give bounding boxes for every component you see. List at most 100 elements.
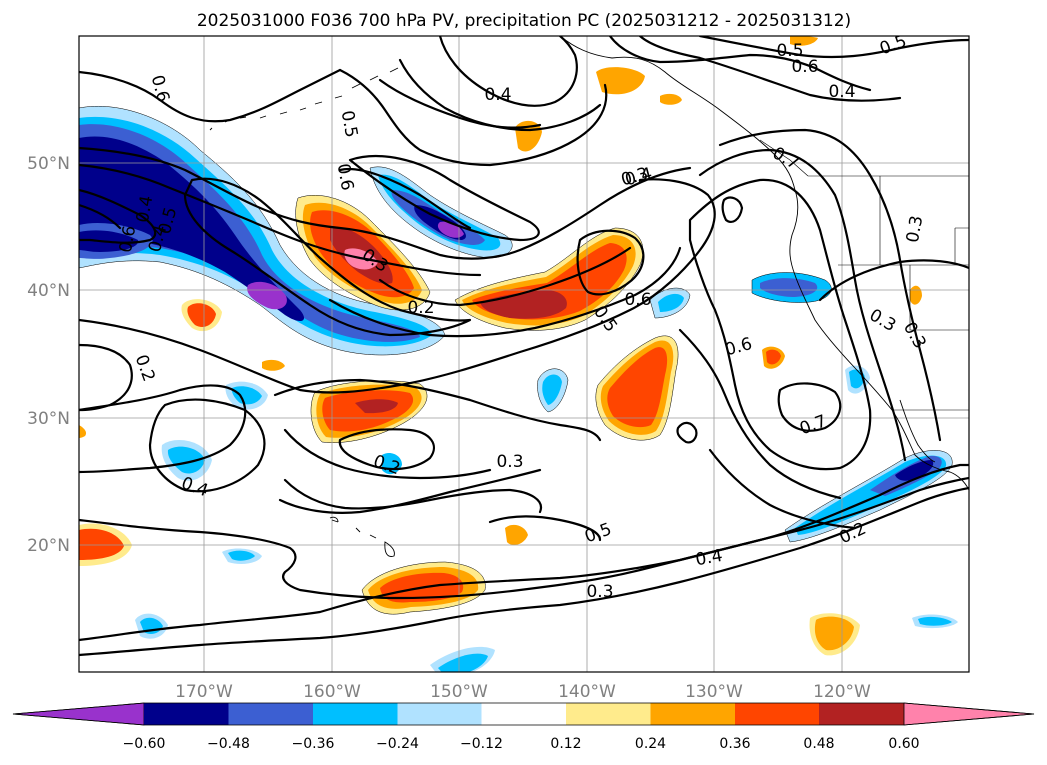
lon-label: 120°W <box>813 682 871 702</box>
contour-07-e <box>777 382 842 432</box>
contour-03-ne <box>818 259 969 302</box>
lon-label: 130°W <box>685 682 743 702</box>
contour-label: 0.6 <box>116 224 140 254</box>
colorbar-extend-high <box>903 702 1035 726</box>
pos-blob-80 <box>79 425 87 438</box>
colorbar-tick-label: 0.48 <box>803 736 834 752</box>
contour-02-main <box>79 343 133 412</box>
lat-label: 50°N <box>27 154 70 174</box>
contour-03-south-band <box>79 476 969 642</box>
contour-03-north <box>398 58 602 132</box>
pos-blob-915 <box>910 285 922 305</box>
pos-blob-610n <box>596 67 645 95</box>
contour-05-inner <box>79 203 122 230</box>
contour-06-e <box>688 178 872 471</box>
colorbar-tick-label: 0.24 <box>635 736 666 752</box>
contour-ring-690 <box>676 421 698 444</box>
pos-blob-top <box>790 36 818 46</box>
colorbar-bin <box>650 703 735 725</box>
colorbar-tick-label: −0.12 <box>460 736 503 752</box>
contour-ring-ctr <box>576 229 645 296</box>
contour-04-top <box>638 36 902 102</box>
colorbar-tick-label: −0.36 <box>292 736 335 752</box>
contour-02-mid <box>283 428 492 480</box>
colorbar-tick-label: −0.60 <box>123 736 166 752</box>
longitude-labels: 170°W 160°W 150°W 140°W 130°W 120°W <box>175 682 871 702</box>
contour-02-ring <box>338 428 435 471</box>
neg-blob-690b <box>658 293 684 312</box>
neg-band-nw-048 <box>79 136 305 322</box>
map-content: 0.6 0.5 0.4 0.6 0.4 0.6 0.5 0.4 0.3 0.4 … <box>79 36 969 672</box>
contour-05-north <box>338 68 608 167</box>
contour-06-nw <box>79 68 342 123</box>
contour-02-ctr <box>378 246 632 307</box>
contour-05-nw <box>79 146 692 260</box>
contour-06-top <box>608 36 872 92</box>
pos-blob-275 <box>262 359 285 371</box>
lon-label: 160°W <box>303 682 361 702</box>
pos-blob-e-036 <box>607 347 668 428</box>
contour-05-se <box>488 515 602 542</box>
colorbar: −0.60 −0.48 −0.36 −0.24 −0.12 0.12 0.24 … <box>12 702 1035 752</box>
colorbar-tick-label: −0.48 <box>207 736 250 752</box>
contour-02-se <box>79 486 969 657</box>
map-frame <box>78 35 970 673</box>
precip-shading <box>79 36 958 672</box>
border-alaska <box>759 139 809 177</box>
contour-label: 0.4 <box>828 82 855 102</box>
neg-aleut-060 <box>437 221 464 238</box>
colorbar-bin <box>228 703 313 725</box>
pos-blob-s-048 <box>355 399 398 414</box>
colorbar-bin <box>397 703 482 725</box>
contour-label: 0.5 <box>776 41 803 61</box>
neg-blob-550b <box>542 374 562 405</box>
neg-blob-240b <box>228 550 255 561</box>
contour-04-n <box>378 78 542 129</box>
alaska-coast <box>559 36 796 191</box>
colorbar-bin <box>819 703 904 725</box>
contour-label: 0.4 <box>484 85 511 105</box>
lon-label: 140°W <box>558 682 616 702</box>
lat-label: 20°N <box>27 536 70 556</box>
contour-loop-120 <box>79 384 247 474</box>
contour-03-main <box>79 178 716 394</box>
neg-band-nw-060 <box>247 281 287 310</box>
contour-06-ne <box>721 196 744 224</box>
baja-coast <box>899 399 936 463</box>
latitude-labels: 50°N 40°N 30°N 20°N <box>27 154 70 556</box>
contour-label: 0.3 <box>903 214 927 244</box>
lat-label: 40°N <box>27 281 70 301</box>
contour-label: 0.5 <box>337 109 361 139</box>
contour-04-south <box>79 463 969 600</box>
contour-label: 0.6 <box>333 162 357 192</box>
contour-05-top <box>698 36 969 59</box>
neg-blob-470b <box>438 653 488 672</box>
colorbar-bin <box>144 703 229 725</box>
neg-blob-gulf-036 <box>760 278 818 297</box>
contour-04-nw <box>79 163 482 277</box>
neg-blob-935b <box>918 616 952 626</box>
lon-label: 150°W <box>430 682 488 702</box>
lon-label: 170°W <box>175 682 233 702</box>
pos-band-c-048 <box>480 290 567 319</box>
contour-ring-n <box>438 36 578 107</box>
contour-03-mid <box>273 378 602 442</box>
contour-ring-c <box>338 167 472 230</box>
colorbar-bin <box>313 703 398 725</box>
contour-02-se-band <box>708 448 857 530</box>
contour-04-ne <box>718 128 942 442</box>
contour-label: 0.3 <box>586 582 613 602</box>
contour-02-ctr-b <box>328 246 682 338</box>
pos-blob-835b <box>814 616 854 651</box>
colorbar-tick-label: 0.60 <box>888 736 919 752</box>
pos-blob-175w-b <box>187 303 216 327</box>
neg-band-se-048 <box>895 460 934 481</box>
island-330 <box>329 516 339 523</box>
contour-ring-w <box>183 177 472 337</box>
colorbar-extend-low <box>12 702 145 726</box>
contour-label: 0.2 <box>407 298 434 318</box>
border-ca-nv <box>909 265 969 331</box>
pv-contours <box>79 36 969 657</box>
neg-blob-180b <box>167 446 205 474</box>
